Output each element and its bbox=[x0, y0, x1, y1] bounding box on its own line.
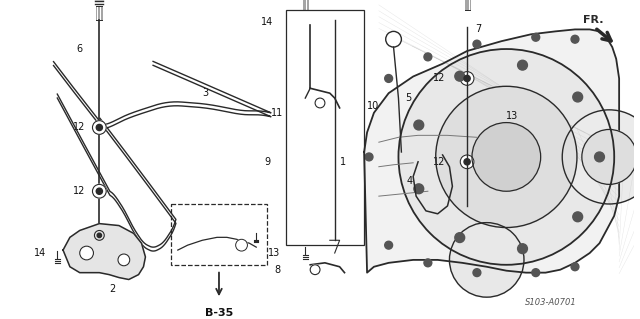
Text: 13: 13 bbox=[268, 248, 280, 258]
Text: 13: 13 bbox=[506, 111, 518, 121]
Circle shape bbox=[92, 184, 106, 198]
Circle shape bbox=[236, 239, 248, 251]
Circle shape bbox=[455, 71, 465, 81]
Text: 6: 6 bbox=[77, 44, 83, 54]
Text: 12: 12 bbox=[73, 186, 85, 196]
Circle shape bbox=[386, 31, 401, 47]
Circle shape bbox=[95, 230, 104, 240]
Text: 12: 12 bbox=[433, 73, 445, 84]
Polygon shape bbox=[364, 29, 619, 273]
Circle shape bbox=[96, 188, 102, 194]
Circle shape bbox=[118, 254, 130, 266]
Circle shape bbox=[455, 233, 465, 242]
Text: 10: 10 bbox=[367, 101, 380, 111]
Circle shape bbox=[385, 241, 392, 249]
Circle shape bbox=[532, 33, 540, 41]
Polygon shape bbox=[63, 224, 145, 279]
Circle shape bbox=[424, 259, 432, 267]
Text: B-35: B-35 bbox=[205, 308, 233, 318]
Circle shape bbox=[582, 130, 637, 184]
Bar bbox=[171, 204, 267, 265]
Circle shape bbox=[460, 155, 474, 169]
Circle shape bbox=[571, 263, 579, 271]
Circle shape bbox=[464, 159, 470, 165]
Circle shape bbox=[518, 244, 527, 254]
Text: 2: 2 bbox=[109, 284, 115, 294]
Circle shape bbox=[518, 60, 527, 70]
Circle shape bbox=[97, 233, 102, 238]
Circle shape bbox=[472, 122, 541, 191]
Circle shape bbox=[573, 92, 582, 102]
Circle shape bbox=[385, 75, 392, 82]
Circle shape bbox=[473, 40, 481, 48]
Circle shape bbox=[460, 71, 474, 85]
Circle shape bbox=[315, 98, 325, 108]
Text: 4: 4 bbox=[406, 176, 412, 186]
Circle shape bbox=[449, 223, 524, 297]
Text: 14: 14 bbox=[261, 17, 273, 26]
Bar bbox=[285, 10, 364, 245]
Text: 8: 8 bbox=[274, 265, 280, 275]
Circle shape bbox=[464, 75, 470, 82]
Circle shape bbox=[595, 152, 604, 162]
Circle shape bbox=[436, 86, 577, 227]
Circle shape bbox=[414, 184, 424, 194]
Circle shape bbox=[96, 124, 102, 130]
Circle shape bbox=[365, 153, 373, 161]
Text: 9: 9 bbox=[264, 157, 270, 167]
Circle shape bbox=[562, 110, 640, 204]
Text: 3: 3 bbox=[202, 88, 209, 98]
Circle shape bbox=[424, 53, 432, 61]
Circle shape bbox=[399, 49, 614, 265]
Circle shape bbox=[92, 121, 106, 134]
Text: S103-A0701: S103-A0701 bbox=[525, 298, 577, 307]
Circle shape bbox=[80, 246, 93, 260]
Text: 1: 1 bbox=[340, 157, 346, 167]
Circle shape bbox=[571, 35, 579, 43]
Circle shape bbox=[473, 269, 481, 277]
Circle shape bbox=[414, 120, 424, 130]
Circle shape bbox=[573, 212, 582, 222]
Text: 12: 12 bbox=[433, 157, 445, 167]
Circle shape bbox=[310, 265, 320, 275]
Text: FR.: FR. bbox=[583, 16, 604, 26]
Text: 7: 7 bbox=[475, 25, 481, 34]
Text: 12: 12 bbox=[73, 122, 85, 132]
Circle shape bbox=[532, 269, 540, 277]
Text: 5: 5 bbox=[405, 93, 412, 103]
Text: 11: 11 bbox=[271, 108, 284, 118]
Text: 14: 14 bbox=[34, 248, 46, 258]
